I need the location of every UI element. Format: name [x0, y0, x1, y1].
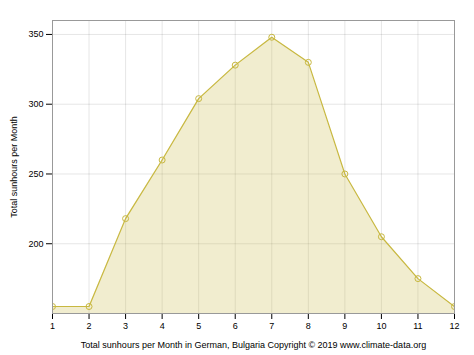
- svg-text:Total sunhours per Month: Total sunhours per Month: [9, 116, 19, 218]
- svg-text:3: 3: [123, 321, 128, 331]
- svg-text:350: 350: [28, 29, 43, 39]
- svg-text:8: 8: [306, 321, 311, 331]
- svg-text:6: 6: [233, 321, 238, 331]
- svg-text:2: 2: [87, 321, 92, 331]
- svg-text:11: 11: [413, 321, 422, 331]
- svg-text:10: 10: [376, 321, 386, 331]
- svg-text:5: 5: [196, 321, 201, 331]
- svg-text:200: 200: [28, 239, 43, 249]
- svg-text:4: 4: [160, 321, 165, 331]
- svg-text:Total sunhours per Month in Ge: Total sunhours per Month in German, Bulg…: [81, 340, 426, 350]
- svg-text:300: 300: [28, 99, 43, 109]
- svg-text:7: 7: [269, 321, 274, 331]
- svg-text:1: 1: [50, 321, 55, 331]
- svg-text:12: 12: [449, 321, 459, 331]
- svg-text:250: 250: [28, 169, 43, 179]
- svg-text:9: 9: [342, 321, 347, 331]
